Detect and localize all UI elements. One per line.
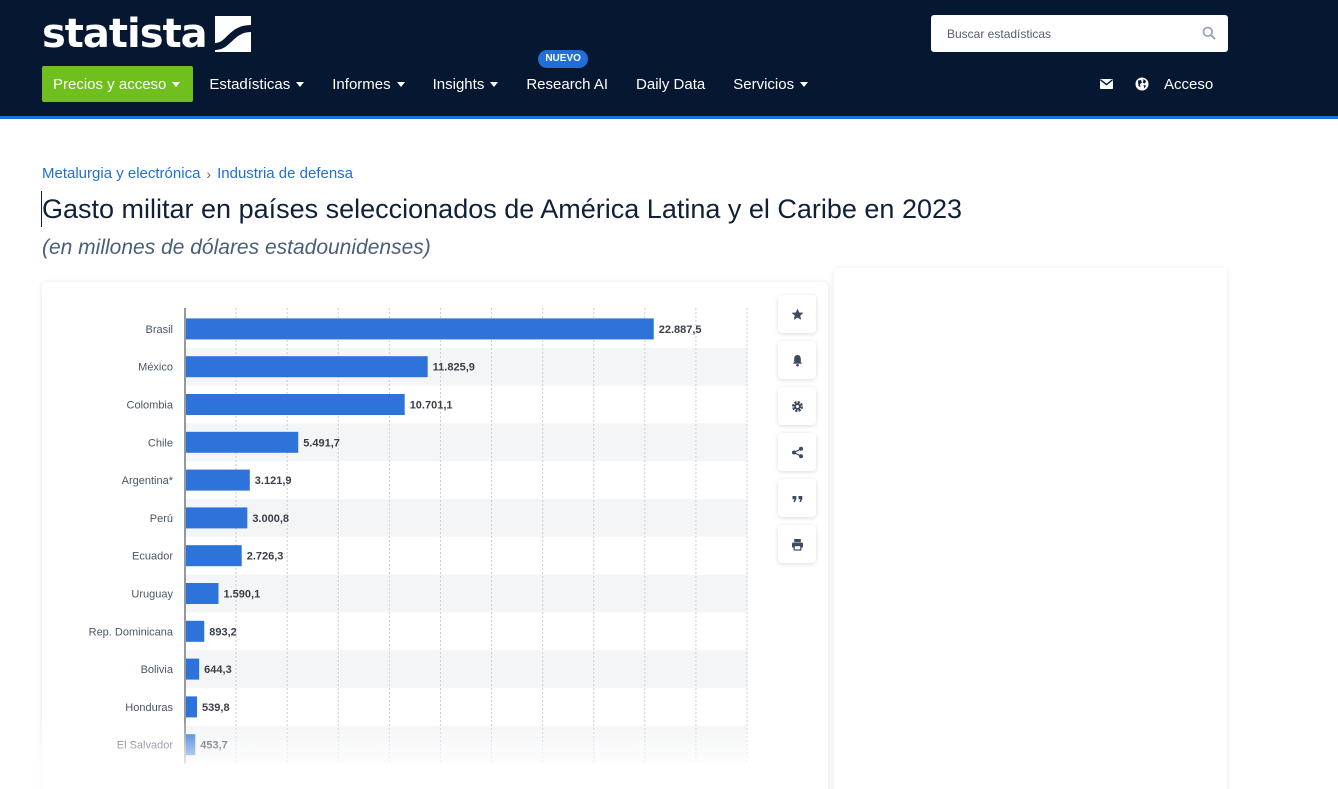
nav-services[interactable]: Servicios bbox=[733, 66, 809, 102]
chevron-down-icon bbox=[296, 81, 305, 87]
breadcrumb: Metalurgia y electrónica › Industria de … bbox=[42, 165, 353, 182]
nav-insights-label: Insights bbox=[432, 75, 485, 93]
row-band bbox=[185, 574, 747, 613]
share-icon bbox=[791, 446, 803, 458]
row-band bbox=[185, 499, 747, 537]
chevron-down-icon bbox=[172, 81, 181, 87]
chevron-down-icon bbox=[396, 81, 405, 87]
print-button[interactable] bbox=[778, 525, 816, 563]
value-label: 539,8 bbox=[202, 702, 230, 714]
bar bbox=[186, 469, 250, 491]
notification-button[interactable] bbox=[778, 341, 816, 379]
value-label: 10.701,1 bbox=[410, 400, 453, 412]
category-label: México bbox=[138, 362, 173, 374]
bar bbox=[186, 356, 428, 378]
logo-text: statista bbox=[42, 11, 208, 57]
statista-logo[interactable]: statista bbox=[42, 14, 251, 54]
search-box bbox=[931, 15, 1228, 52]
category-label: Brasil bbox=[145, 324, 173, 336]
bar bbox=[186, 734, 196, 756]
category-label: Perú bbox=[150, 513, 173, 525]
value-label: 644,3 bbox=[204, 664, 232, 676]
bar bbox=[186, 318, 654, 340]
category-label: Ecuador bbox=[132, 551, 173, 563]
nav-insights[interactable]: Insights bbox=[433, 66, 499, 102]
page-subtitle: (en millones de dólares estadounidenses) bbox=[42, 236, 431, 259]
bar bbox=[186, 507, 248, 529]
quote-icon bbox=[792, 495, 802, 502]
bar bbox=[186, 658, 200, 680]
breadcrumb-link-defense[interactable]: Industria de defensa bbox=[217, 165, 354, 182]
bar bbox=[186, 545, 242, 567]
star-icon bbox=[791, 308, 803, 320]
category-label: Rep. Dominicana bbox=[89, 626, 174, 638]
new-badge: NUEVO bbox=[538, 50, 588, 68]
settings-button[interactable] bbox=[778, 387, 816, 425]
print-icon bbox=[791, 538, 803, 551]
value-label: 11.825,9 bbox=[433, 362, 475, 374]
nav-statistics-label: Estadísticas bbox=[209, 75, 291, 93]
logo-mark-icon bbox=[214, 16, 251, 52]
cite-button[interactable] bbox=[778, 479, 816, 517]
main-nav: Precios y acceso Estadísticas Informes I… bbox=[42, 50, 809, 102]
nav-daily-data[interactable]: Daily Data bbox=[636, 66, 705, 102]
bell-icon bbox=[792, 354, 802, 366]
text-cursor bbox=[41, 191, 42, 227]
value-label: 893,2 bbox=[209, 626, 237, 638]
search-input[interactable] bbox=[947, 26, 1197, 41]
side-panel-card bbox=[834, 268, 1227, 789]
value-label: 453,7 bbox=[200, 740, 228, 752]
bar bbox=[186, 583, 219, 604]
top-header: statista Precios y acceso Estadísticas I… bbox=[0, 0, 1338, 116]
mail-icon[interactable] bbox=[1098, 76, 1114, 92]
header-accent-line bbox=[0, 116, 1338, 119]
gear-icon bbox=[791, 400, 803, 412]
nav-daily-data-label: Daily Data bbox=[636, 75, 706, 93]
login-link[interactable]: Acceso bbox=[1164, 75, 1214, 93]
chevron-down-icon bbox=[800, 81, 809, 87]
value-label: 3.000,8 bbox=[252, 513, 289, 525]
category-label: Argentina* bbox=[122, 475, 174, 487]
nav-pricing-button[interactable]: Precios y acceso bbox=[42, 66, 194, 102]
bar bbox=[186, 620, 205, 642]
nav-research-ai[interactable]: NUEVO Research AI bbox=[526, 50, 609, 102]
category-label: Colombia bbox=[127, 400, 174, 412]
value-label: 5.491,7 bbox=[303, 437, 340, 449]
nav-reports[interactable]: Informes bbox=[332, 66, 405, 102]
chevron-down-icon bbox=[490, 81, 499, 87]
value-label: 22.887,5 bbox=[659, 324, 702, 336]
bar bbox=[186, 696, 198, 718]
chart-tools bbox=[778, 295, 816, 571]
nav-reports-label: Informes bbox=[332, 75, 391, 93]
row-band bbox=[185, 725, 747, 764]
category-label: Chile bbox=[148, 437, 173, 449]
nav-right: Acceso bbox=[1098, 66, 1213, 102]
row-band bbox=[185, 650, 747, 688]
nav-statistics[interactable]: Estadísticas bbox=[209, 66, 305, 102]
value-label: 3.121,9 bbox=[255, 475, 292, 487]
category-label: El Salvador bbox=[117, 740, 174, 752]
breadcrumb-link-metallurgy[interactable]: Metalurgia y electrónica bbox=[42, 165, 201, 182]
breadcrumb-separator: › bbox=[206, 165, 212, 182]
favorite-button[interactable] bbox=[778, 295, 816, 333]
value-label: 2.726,3 bbox=[247, 551, 284, 563]
share-button[interactable] bbox=[778, 433, 816, 471]
bar bbox=[186, 431, 299, 453]
nav-pricing-label: Precios y acceso bbox=[53, 75, 167, 93]
value-label: 1.590,1 bbox=[223, 589, 260, 601]
category-label: Honduras bbox=[125, 702, 173, 714]
search-icon[interactable] bbox=[1202, 26, 1216, 40]
category-label: Bolivia bbox=[141, 664, 174, 676]
bar bbox=[186, 394, 405, 415]
category-label: Uruguay bbox=[131, 589, 173, 601]
nav-services-label: Servicios bbox=[733, 75, 795, 93]
page-title: Gasto militar en países seleccionados de… bbox=[42, 194, 963, 224]
nav-research-ai-label: Research AI bbox=[526, 75, 609, 93]
globe-icon[interactable] bbox=[1134, 76, 1150, 92]
